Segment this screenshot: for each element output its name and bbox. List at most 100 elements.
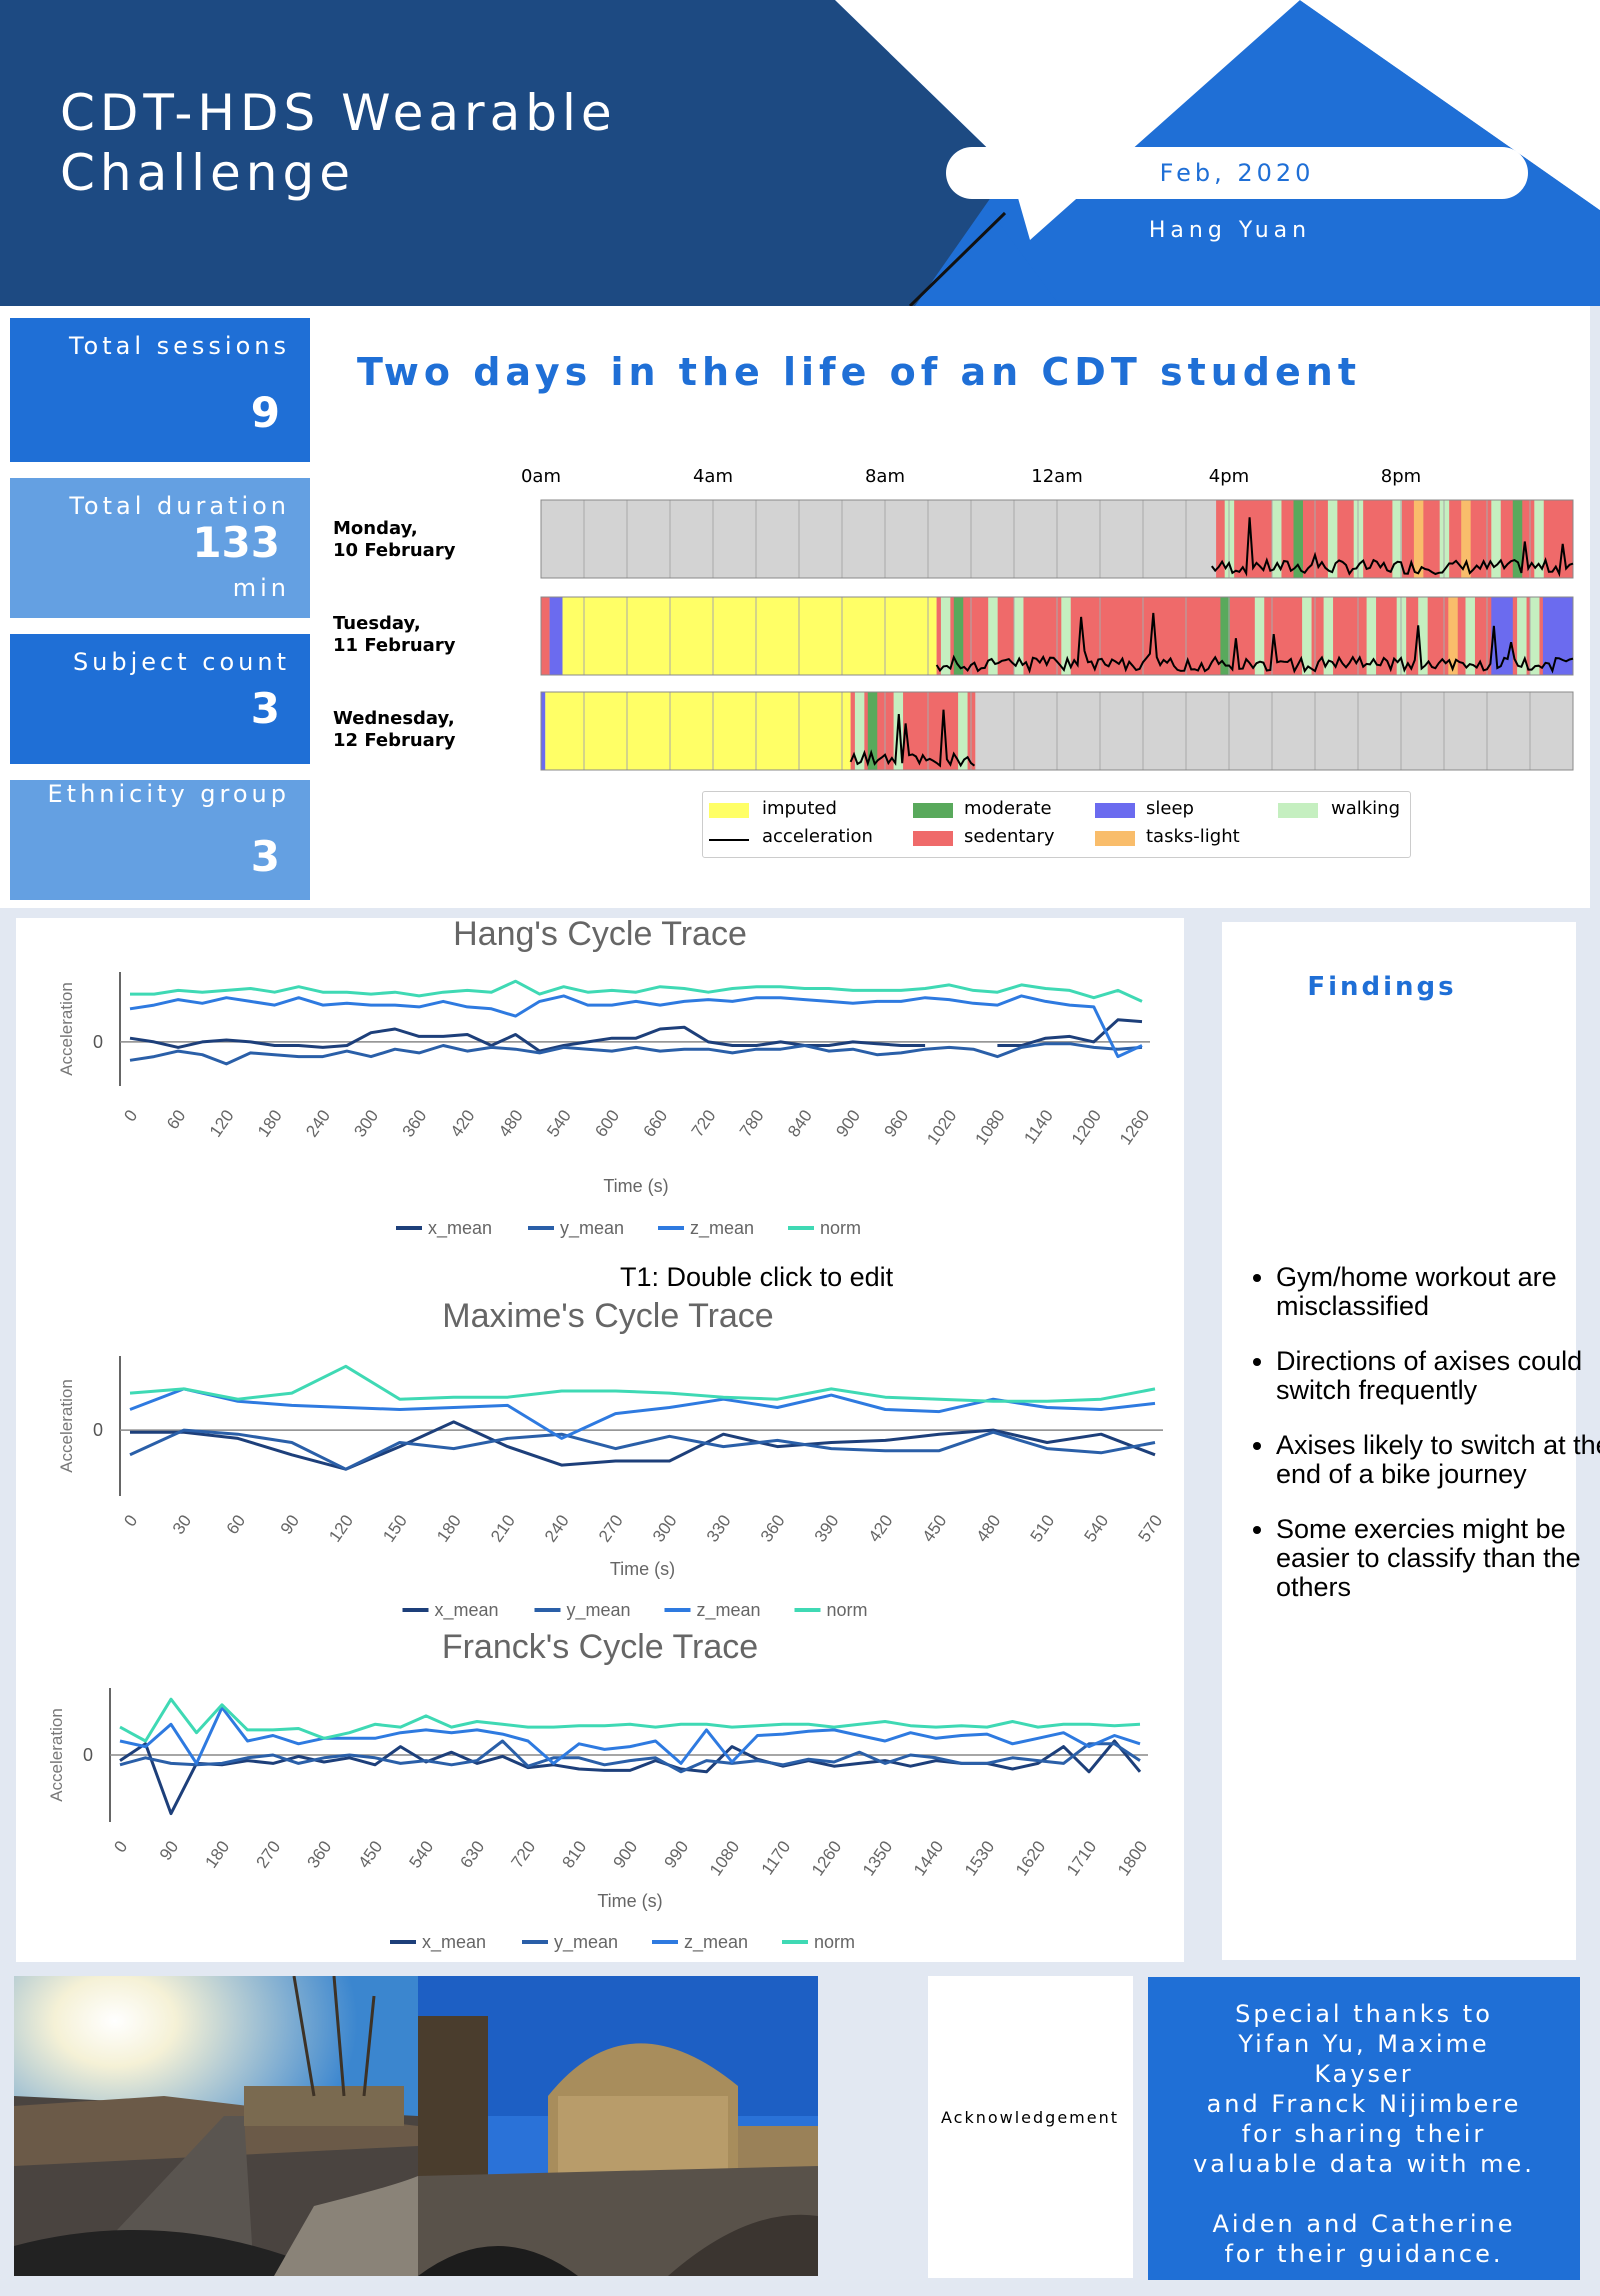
x-tick-label: 1440 (910, 1837, 947, 1879)
findings-panel (1222, 922, 1576, 1960)
x-tick-label: 300 (649, 1511, 681, 1545)
x-tick-label: 30 (169, 1511, 195, 1537)
legend-label: moderate (964, 798, 1052, 819)
legend-label: y_mean (560, 1218, 624, 1239)
x-tick-label: 120 (325, 1511, 357, 1545)
x-tick-label: 1140 (1020, 1106, 1057, 1147)
series-line-z_mean (129, 994, 1143, 1059)
x-tick-label: 450 (354, 1837, 386, 1871)
x-tick-label: 420 (447, 1106, 479, 1140)
hour-label: 0am (520, 466, 562, 487)
hour-label: 8pm (1380, 466, 1422, 487)
timeline-segment-walking (1392, 500, 1402, 578)
x-tick-label: 0 (120, 1511, 141, 1530)
hour-label: 8am (864, 466, 906, 487)
header-background (0, 0, 1600, 306)
stat-label: Total duration (69, 492, 290, 520)
legend-label: z_mean (697, 1600, 761, 1621)
timeline-segment-moderate (953, 597, 964, 675)
series-line-norm (119, 1697, 1141, 1743)
timeline-segment-walking (940, 597, 951, 675)
x-tick-label: 360 (303, 1837, 335, 1871)
legend-label: y_mean (567, 1600, 631, 1621)
y-axis-label: Acceleration (57, 1379, 76, 1473)
x-tick-label: 360 (399, 1106, 431, 1140)
activity-timeline-chart (540, 499, 1574, 771)
legend-label: x_mean (435, 1600, 499, 1621)
x-tick-label: 270 (595, 1511, 627, 1545)
x-tick-label: 660 (640, 1106, 672, 1140)
x-tick-label: 1020 (923, 1106, 960, 1148)
stat-unit: min (232, 574, 290, 602)
x-tick-label: 180 (433, 1511, 465, 1545)
legend-swatch-acceleration (709, 839, 749, 841)
timeline-segment-walking (1534, 500, 1544, 578)
x-tick-label: 150 (379, 1511, 411, 1545)
legend-label: imputed (762, 798, 837, 819)
x-tick-label: 90 (156, 1837, 182, 1863)
timeline-segment-tasks-light (1448, 597, 1458, 675)
series-line-x_mean (130, 1420, 1156, 1471)
timeline-segment-sedentary (541, 597, 550, 675)
timeline-segment-walking (988, 597, 998, 675)
hour-label: 4am (692, 466, 734, 487)
timeline-segment-walking (1254, 597, 1265, 675)
timeline-segment-walking (1465, 597, 1475, 675)
timeline-segment-sleep (541, 692, 546, 770)
timeline-segment-moderate (1220, 597, 1230, 675)
x-axis-label: Time (s) (597, 1891, 662, 1911)
day-label-tuesday: Tuesday, 11 February (333, 613, 455, 657)
day-label-line1: Tuesday, (333, 613, 421, 634)
legend-label: norm (820, 1218, 861, 1238)
legend-label: walking (1331, 798, 1401, 819)
stat-value: 133 (192, 518, 280, 567)
legend-swatch-walking (1278, 803, 1318, 818)
x-tick-label: 480 (495, 1106, 527, 1140)
author-name: Hang Yuan (1148, 218, 1312, 243)
timeline-segment-walking (1302, 597, 1312, 675)
x-tick-label: 90 (277, 1511, 303, 1537)
x-tick-label: 60 (223, 1511, 249, 1537)
legend-label: sleep (1146, 798, 1194, 819)
series-line-norm (130, 979, 1143, 1003)
chart-title: Hang's Cycle Trace (453, 915, 747, 953)
day-label-wednesday: Wednesday, 12 February (333, 708, 455, 752)
bike-ride-photo-radcliffe (418, 1976, 818, 2276)
x-tick-label: 120 (206, 1106, 238, 1140)
hour-label: 4pm (1208, 466, 1250, 487)
day-label-line2: 12 February (333, 730, 456, 751)
x-tick-label: 180 (201, 1837, 233, 1871)
legend-swatch-moderate (913, 803, 953, 818)
x-tick-label: 720 (688, 1106, 720, 1140)
series-line-y_mean (129, 1042, 1143, 1066)
acceleration-trace (1211, 517, 1574, 578)
bike-ride-photo-street (14, 1976, 418, 2276)
day-label-line1: Wednesday, (333, 708, 455, 729)
stat-total-duration: Total duration 133 min (10, 478, 310, 618)
timeline-segment-sleep (1542, 597, 1573, 675)
y-tick-label: 0 (93, 1420, 103, 1440)
series-line-x_mean (129, 1018, 1143, 1053)
x-tick-label: 600 (591, 1106, 623, 1140)
stat-value: 9 (250, 388, 280, 437)
stat-subject-count: Subject count 3 (10, 634, 310, 764)
series-line-z_mean (119, 1706, 1141, 1765)
day-label-line1: Monday, (333, 518, 418, 539)
timeline-segment-imputed (545, 692, 851, 770)
cycle-traces-panel (16, 918, 1184, 1962)
x-tick-label: 1260 (1116, 1106, 1153, 1148)
findings-list: Gym/home workout are misclassified Direc… (1244, 1263, 1600, 1628)
findings-title: Findings (1307, 972, 1457, 1002)
thanks-box: Special thanks to Yifan Yu, Maxime Kayse… (1148, 1977, 1580, 2280)
x-tick-label: 780 (736, 1106, 768, 1140)
timeline-segment-sleep (549, 597, 563, 675)
timeline-segment-imputed (562, 597, 937, 675)
activity-legend: imputed acceleration moderate sedentary … (702, 791, 1411, 858)
timeline-frame (540, 499, 1574, 579)
stat-label: Total sessions (68, 332, 290, 360)
x-tick-label: 990 (660, 1837, 692, 1871)
x-tick-label: 60 (163, 1106, 189, 1132)
finding-item: Axises likely to switch at the end of a … (1276, 1431, 1600, 1489)
x-tick-label: 180 (254, 1106, 286, 1140)
legend-label: tasks-light (1146, 826, 1240, 847)
